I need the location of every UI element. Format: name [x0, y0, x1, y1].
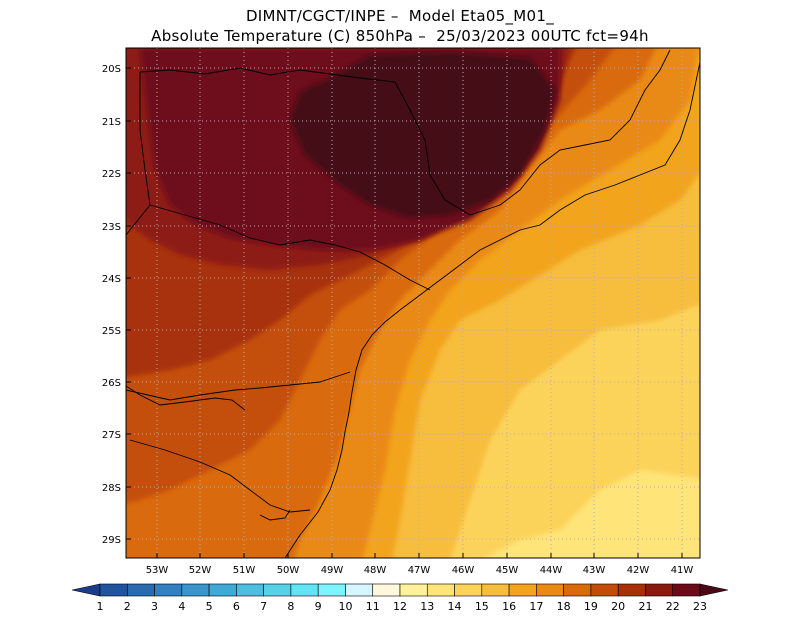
national-border — [126, 385, 246, 411]
lat-label-24s: 24S — [102, 274, 121, 285]
lon-label-43w: 43W — [583, 565, 606, 576]
state-border-mg-sp — [139, 67, 521, 216]
colorbar-swatch — [672, 583, 701, 597]
lon-label-41w: 41W — [671, 565, 694, 576]
lon-label-49w: 49W — [321, 565, 344, 576]
colorbar-label: 22 — [666, 600, 680, 613]
colorbar-swatch — [263, 583, 292, 597]
colorbar-swatch — [508, 583, 537, 597]
colorbar-label: 18 — [557, 600, 571, 613]
boundaries — [126, 49, 700, 558]
lon-label-42w: 42W — [627, 565, 650, 576]
colorbar-swatch — [645, 583, 674, 597]
colorbar-label: 6 — [233, 600, 240, 613]
colorbar-label: 9 — [315, 600, 322, 613]
colorbar-swatch — [454, 583, 483, 597]
colorbar-swatch — [536, 583, 564, 597]
temperature-field — [126, 48, 700, 558]
chart-subtitle: Absolute Temperature (C) 850hPa – 25/03/… — [151, 27, 649, 45]
colorbar-swatch — [563, 583, 592, 597]
colorbar-label: 12 — [393, 600, 407, 613]
colorbar-label: 20 — [611, 600, 625, 613]
state-border-sp-pr — [149, 204, 431, 291]
colorbar-swatch — [399, 583, 428, 597]
colorbar-swatch — [617, 583, 646, 597]
lat-label-21s: 21S — [102, 117, 121, 128]
colorbar-swatch — [372, 583, 401, 597]
colorbar-label: 16 — [502, 600, 516, 613]
coastline — [284, 61, 700, 558]
lat-label-22s: 22S — [102, 169, 121, 180]
colorbar-label: 15 — [475, 600, 489, 613]
colorbar-label: 13 — [420, 600, 434, 613]
lat-label-26s: 26S — [102, 378, 121, 389]
colorbar-arrow-low — [71, 583, 101, 597]
axis-ticks — [126, 67, 683, 558]
lat-label-28s: 28S — [102, 483, 121, 494]
state-border-pr-sc — [126, 371, 351, 401]
colorbar-swatch — [317, 583, 346, 597]
lat-label-29s: 29S — [102, 535, 121, 546]
state-border-mg-es-rj — [519, 49, 671, 191]
lon-label-44w: 44W — [540, 565, 563, 576]
state-border-ms — [139, 72, 151, 206]
lon-label-47w: 47W — [408, 565, 431, 576]
colorbar-swatch — [345, 583, 374, 597]
colorbar-swatch — [99, 583, 128, 597]
lon-label-46w: 46W — [452, 565, 475, 576]
colorbar-swatch — [181, 583, 210, 597]
lat-label-20s: 20S — [102, 64, 121, 75]
lon-label-51w: 51W — [233, 565, 256, 576]
colorbar-swatch — [236, 583, 264, 597]
lon-label-48w: 48W — [364, 565, 387, 576]
colorbar-label: 17 — [529, 600, 543, 613]
lon-label-45w: 45W — [496, 565, 519, 576]
colorbar-label: 10 — [338, 600, 352, 613]
colorbar-label: 2 — [124, 600, 131, 613]
colorbar-swatch — [481, 583, 510, 597]
colorbar-label: 14 — [448, 600, 462, 613]
chart-title: DIMNT/CGCT/INPE – Model Eta05_M01_ — [245, 7, 555, 25]
colorbar-swatch — [590, 583, 619, 597]
colorbar-label: 11 — [366, 600, 380, 613]
lat-axis-labels: 20S 21S 22S 23S 24S 25S 26S 27S 28S 29S — [102, 64, 121, 546]
graticule — [126, 48, 700, 558]
colorbar-label: 4 — [178, 600, 185, 613]
colorbar-label: 8 — [287, 600, 294, 613]
colorbar-swatch — [154, 583, 183, 597]
plot-frame — [125, 47, 701, 559]
lon-axis-labels: 53W 52W 51W 50W 49W 48W 47W 46W 45W 44W … — [146, 565, 694, 576]
colorbar-label: 1 — [97, 600, 104, 613]
colorbar-swatch — [426, 583, 455, 597]
lon-label-52w: 52W — [189, 565, 212, 576]
colorbar-label: 21 — [638, 600, 652, 613]
lon-label-53w: 53W — [146, 565, 169, 576]
colorbar-swatch — [208, 583, 237, 597]
colorbar-swatch — [290, 583, 319, 597]
lon-label-50w: 50W — [277, 565, 300, 576]
state-border-ms-pr — [126, 204, 151, 236]
colorbar-label: 7 — [260, 600, 267, 613]
colorbar-label: 19 — [584, 600, 598, 613]
colorbar-label: 23 — [693, 600, 707, 613]
colorbar-label: 3 — [151, 600, 158, 613]
lagoon — [259, 509, 291, 521]
lat-label-27s: 27S — [102, 430, 121, 441]
colorbar-swatch — [126, 583, 155, 597]
colorbar: 1 2 3 4 5 6 7 8 9 10 11 12 13 14 15 16 17 18 19 20 21 22 23 — [71, 583, 729, 613]
colorbar-label: 5 — [206, 600, 213, 613]
state-border-sc-rs — [129, 439, 311, 513]
lat-label-25s: 25S — [102, 326, 121, 337]
lat-label-23s: 23S — [102, 222, 121, 233]
colorbar-arrow-high — [699, 583, 729, 597]
